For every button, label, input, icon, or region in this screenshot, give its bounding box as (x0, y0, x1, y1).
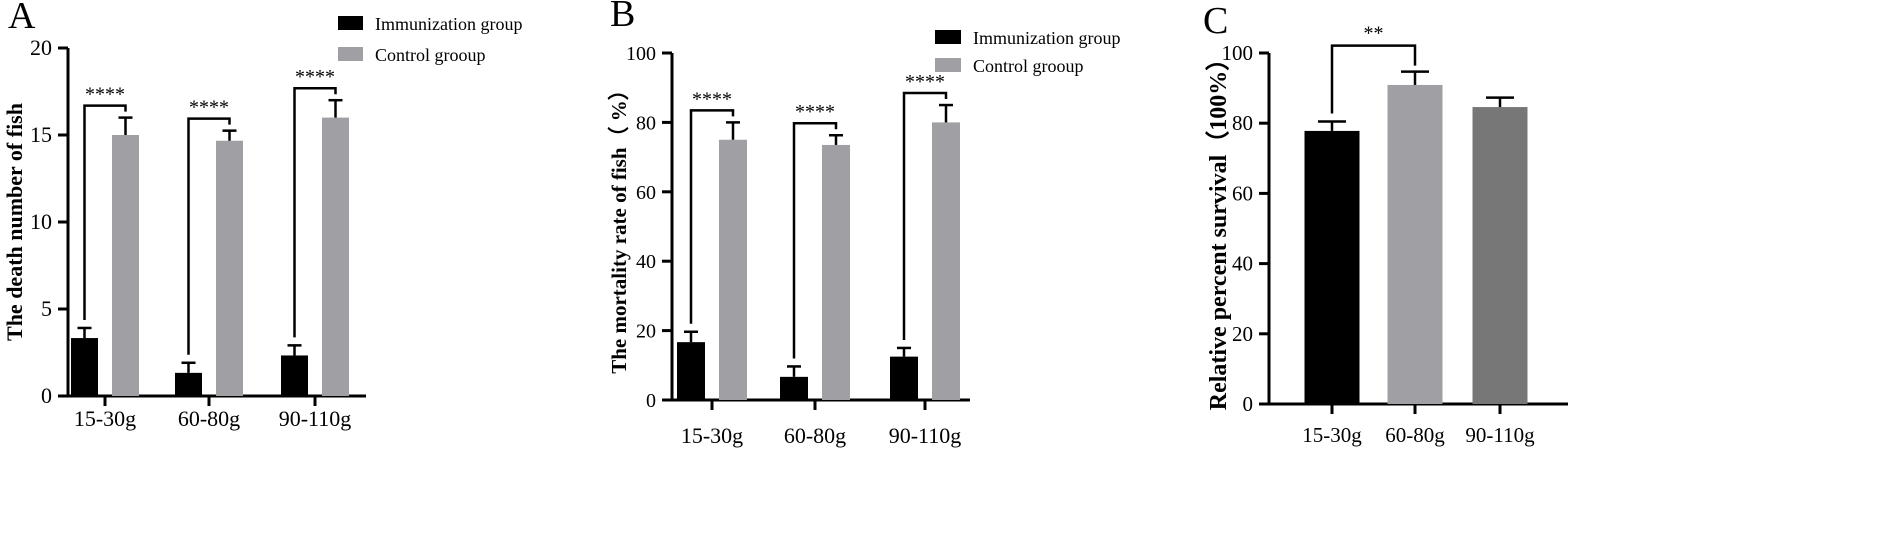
significance-bracket (1330, 44, 1417, 114)
bar (1472, 107, 1528, 404)
y-tick-label: 0 (646, 390, 656, 412)
bar-control (322, 117, 349, 396)
y-tick-label: 60 (636, 182, 656, 204)
bar (1304, 130, 1360, 404)
bar-immunization (175, 372, 202, 396)
significance-bracket (293, 86, 337, 338)
x-tick-label: 60-80g (1385, 423, 1445, 447)
legend-swatch (338, 47, 363, 61)
x-tick-label: 15-30g (1302, 423, 1362, 447)
y-tick-label: 0 (1243, 392, 1254, 416)
y-tick-label: 40 (1232, 252, 1253, 276)
chart-panel-b: B 0 20 40 60 80 100 15-30g 60-80g 90-110g The mort… (607, 0, 1120, 448)
significance-label: **** (295, 66, 335, 88)
bar-immunization (71, 338, 98, 396)
y-axis-label: The death number of fish (2, 103, 27, 341)
legend-label: Immunization group (973, 28, 1120, 48)
significance-bracket (902, 91, 948, 340)
y-tick-label: 5 (41, 296, 52, 321)
y-tick-label: 20 (30, 35, 52, 60)
legend: Immunization group Control grooup (338, 14, 522, 65)
significance-label: **** (692, 88, 732, 110)
x-tick-label: 90-110g (1465, 423, 1535, 447)
significance-bracket (187, 117, 231, 355)
x-tick-label: 15-30g (681, 423, 743, 448)
significance-label: **** (905, 71, 945, 93)
x-tick-label: 15-30g (74, 406, 136, 431)
y-tick-label: 60 (1232, 181, 1253, 205)
bar-control (112, 135, 139, 396)
significance-bracket (83, 104, 127, 320)
bar-control (932, 122, 960, 401)
bar-control (216, 140, 243, 396)
y-tick-label: 40 (636, 251, 656, 273)
y-tick-label: 0 (41, 383, 52, 408)
y-tick-label: 20 (636, 321, 656, 343)
bar (1387, 84, 1443, 404)
significance-label: **** (85, 84, 125, 106)
legend-label: Control grooup (375, 45, 486, 65)
legend-label: Control grooup (973, 56, 1084, 76)
y-tick-label: 10 (30, 209, 52, 234)
x-tick-label: 90-110g (889, 423, 962, 448)
y-tick-label: 80 (636, 112, 656, 134)
panel-label: C (1203, 0, 1228, 42)
bar-immunization (281, 355, 308, 396)
significance-bracket (689, 109, 735, 324)
bar-control (719, 139, 747, 400)
significance-bracket (792, 121, 838, 359)
bar-immunization (677, 342, 705, 400)
bar-immunization (890, 356, 918, 400)
chart-panel-a: A 0 5 10 15 20 15-30g 60-80g 90-110g The death nu… (2, 0, 522, 431)
x-tick-label: 60-80g (784, 423, 846, 448)
chart-panel-c: C 0 20 40 60 80 100 15-30g 60-80g 90-110g Relative… (1203, 0, 1568, 447)
x-tick-label: 90-110g (279, 406, 352, 431)
legend-swatch (935, 58, 961, 72)
y-tick-label: 100 (626, 43, 656, 65)
y-tick-label: 20 (1232, 322, 1253, 346)
bar-control (822, 144, 850, 400)
significance-label: ** (1364, 23, 1384, 45)
bar-immunization (780, 376, 808, 400)
significance-label: **** (795, 101, 835, 123)
y-tick-label: 15 (30, 122, 52, 147)
y-axis-label: Relative percent survival（100%） (1205, 47, 1232, 411)
panel-label: B (610, 0, 635, 35)
y-tick-label: 100 (1222, 41, 1254, 65)
legend-swatch (935, 30, 961, 44)
y-axis-label: The mortality rate of fish（ %） (607, 79, 631, 374)
panel-label: A (8, 0, 36, 37)
y-tick-label: 80 (1232, 111, 1253, 135)
x-tick-label: 60-80g (178, 406, 240, 431)
legend: Immunization group Control grooup (935, 28, 1120, 76)
significance-label: **** (189, 97, 229, 119)
legend-label: Immunization group (375, 14, 522, 34)
legend-swatch (338, 16, 363, 30)
